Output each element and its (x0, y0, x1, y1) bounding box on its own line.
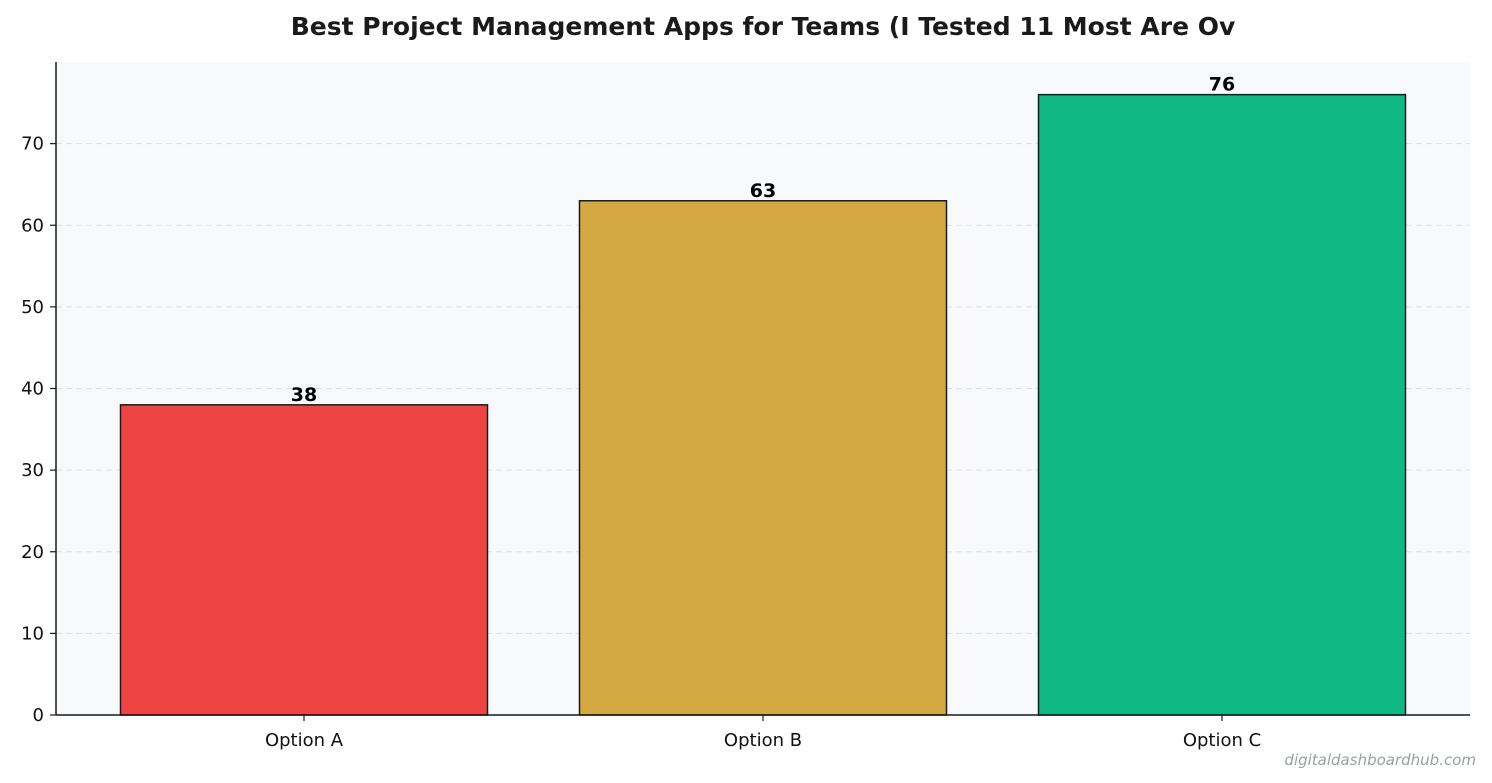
watermark: digitaldashboardhub.com (1284, 751, 1476, 769)
x-tick-label: Option B (724, 730, 802, 751)
y-tick-label: 40 (21, 379, 44, 400)
bar-value-label: 38 (291, 384, 317, 406)
y-tick-label: 60 (21, 215, 44, 236)
y-ticks: 0 10 20 30 40 50 60 70 (21, 134, 56, 726)
chart-title: Best Project Management Apps for Teams (… (291, 12, 1236, 41)
y-tick-label: 70 (21, 134, 44, 155)
x-tick-label: Option C (1183, 730, 1261, 751)
bar-value-label: 63 (750, 180, 776, 202)
y-tick-label: 20 (21, 542, 44, 563)
y-tick-label: 30 (21, 460, 44, 481)
x-tick-label: Option A (265, 730, 344, 751)
bar (119, 404, 489, 716)
bar (578, 200, 948, 716)
x-ticks: Option A Option B Option C (265, 715, 1261, 751)
bar (1037, 93, 1407, 716)
y-tick-label: 50 (21, 297, 44, 318)
value-labels: 38 63 76 (291, 74, 1235, 406)
y-tick-label: 0 (33, 705, 44, 726)
bar-value-label: 76 (1209, 74, 1235, 96)
y-tick-label: 10 (21, 623, 44, 644)
bars (119, 93, 1407, 716)
